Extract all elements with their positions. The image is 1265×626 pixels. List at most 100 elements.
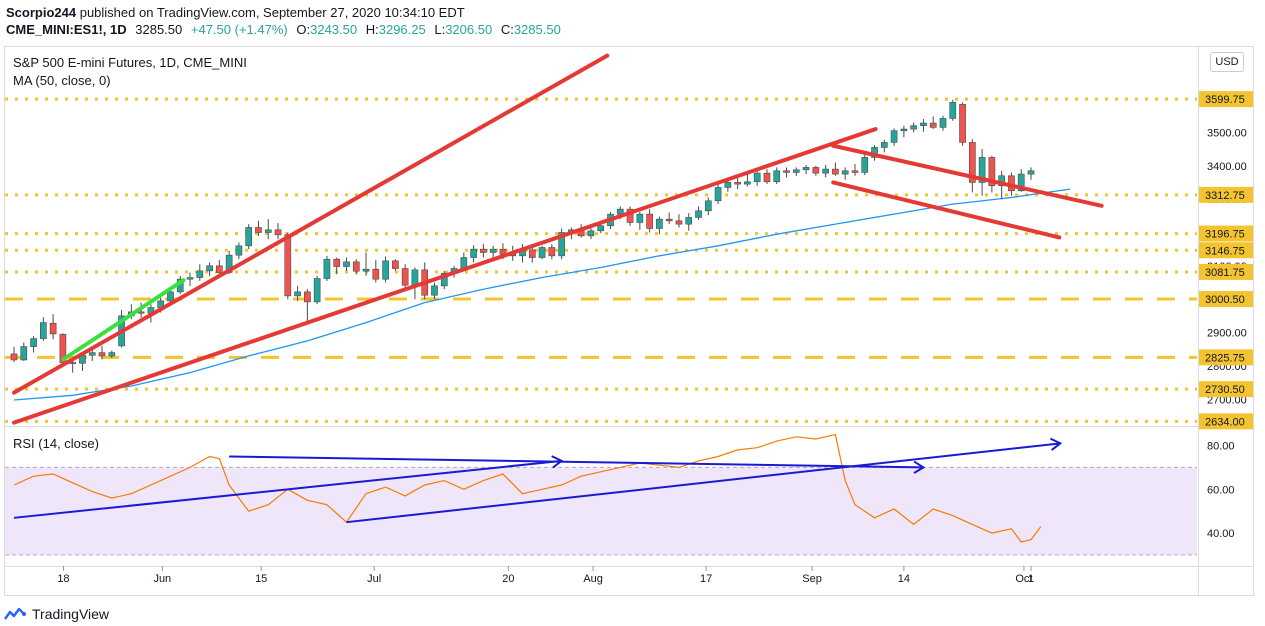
candle-body <box>949 102 957 119</box>
price-tick-label: 3500.00 <box>1207 127 1247 139</box>
candle-body <box>274 229 282 236</box>
candle <box>294 285 301 301</box>
candle <box>352 259 360 275</box>
candle <box>929 116 937 130</box>
candle-body <box>988 157 996 187</box>
currency-button[interactable]: USD <box>1210 52 1244 72</box>
rsi-tick-label: 40.00 <box>1207 528 1235 540</box>
candle-body <box>851 170 859 173</box>
candle-body <box>704 200 712 212</box>
rsi-descending-arrowhead <box>913 460 926 474</box>
flag-top-line[interactable] <box>831 143 1104 208</box>
close-value: 3285.50 <box>513 22 561 37</box>
chart-frame[interactable] <box>4 46 1254 596</box>
candle-body <box>528 249 536 258</box>
candle <box>910 122 917 133</box>
candle-body <box>470 248 477 258</box>
rsi-tick-label: 80.00 <box>1207 441 1235 453</box>
level-price-label: 3312.75 <box>1205 190 1245 202</box>
candle-body <box>372 268 380 280</box>
time-tick-label: Oct <box>1015 573 1032 585</box>
rsi-tick-label: 60.00 <box>1207 484 1235 496</box>
candle-body <box>30 338 37 347</box>
level-price-label: 2730.50 <box>1205 384 1245 396</box>
candle <box>861 153 869 176</box>
level-price-label: 3196.75 <box>1205 229 1245 241</box>
candle-body <box>880 142 888 148</box>
candle <box>538 245 546 260</box>
candle-body <box>382 260 389 280</box>
candle <box>704 197 712 216</box>
last-price: 3285.50 <box>135 22 183 37</box>
candle <box>108 350 116 358</box>
candle-body <box>929 122 937 128</box>
candle <box>812 165 820 176</box>
candle-body <box>646 213 653 229</box>
rsi-descending-group[interactable] <box>229 455 926 474</box>
time-tick-label: Jun <box>153 573 171 585</box>
level-price-tag <box>1199 291 1253 308</box>
candle <box>978 149 986 196</box>
candle-body <box>548 247 556 257</box>
candle-body <box>137 311 145 314</box>
candle-body <box>675 220 683 225</box>
level-price-label: 3000.50 <box>1205 294 1245 306</box>
rsi-descending-line[interactable] <box>229 455 924 469</box>
price-pane-title: S&P 500 E-mini Futures, 1D, CME_MINI <box>13 55 247 70</box>
footer-brand[interactable]: TradingView <box>4 604 109 624</box>
level-price-tag <box>1199 413 1253 430</box>
candle <box>362 252 370 276</box>
rsi-lower-trend-line[interactable] <box>13 459 562 519</box>
candle-body <box>333 258 341 267</box>
flag-bottom-line[interactable] <box>831 180 1062 240</box>
upper-channel-line[interactable] <box>12 53 610 395</box>
rsi-higher-low-group[interactable] <box>346 437 1063 524</box>
candle <box>685 213 693 231</box>
candle-body <box>841 170 849 175</box>
publish-text: published on TradingView.com, September … <box>79 5 465 20</box>
candle <box>304 289 311 325</box>
candle-body <box>734 182 741 185</box>
candle-body <box>323 258 331 279</box>
candle <box>753 169 761 186</box>
tradingview-logo-icon <box>4 607 26 620</box>
candle-body <box>264 229 272 233</box>
candle-body <box>832 168 839 175</box>
candle <box>431 282 438 300</box>
candle <box>714 184 722 205</box>
candle-body <box>284 234 292 297</box>
time-tick-label: 15 <box>255 573 267 585</box>
candle <box>988 155 996 193</box>
candle-body <box>313 278 321 303</box>
candle-body <box>695 210 702 218</box>
support-trend-line[interactable] <box>61 278 186 362</box>
candle <box>470 245 477 263</box>
author-name[interactable]: Scorpio244 <box>6 5 77 20</box>
candle-body <box>245 227 253 247</box>
candle <box>744 173 751 187</box>
level-price-label: 3146.75 <box>1205 245 1245 257</box>
candle-body <box>489 248 497 253</box>
candle <box>206 262 213 276</box>
candle-body <box>186 277 194 280</box>
ma-indicator-legend[interactable]: MA (50, close, 0) <box>13 73 111 88</box>
candle <box>392 259 399 271</box>
candle-body <box>401 268 409 286</box>
candle-body <box>558 232 565 257</box>
level-price-tag <box>1199 186 1253 203</box>
candle <box>656 216 663 235</box>
candle-body <box>597 225 605 232</box>
candle-body <box>959 104 966 143</box>
candle-body <box>665 218 673 222</box>
lower-channel-line[interactable] <box>12 127 878 425</box>
candle <box>264 219 272 240</box>
rsi-pane-title[interactable]: RSI (14, close) <box>13 436 99 451</box>
symbol-label[interactable]: CME_MINI:ES1!, 1D <box>6 22 127 37</box>
rsi-band <box>5 467 1197 556</box>
candle-body <box>939 118 947 128</box>
open-label: O: <box>296 22 311 37</box>
rsi-line <box>13 433 1042 543</box>
candle-body <box>587 230 595 237</box>
rsi-higher-low-line[interactable] <box>346 442 1061 524</box>
